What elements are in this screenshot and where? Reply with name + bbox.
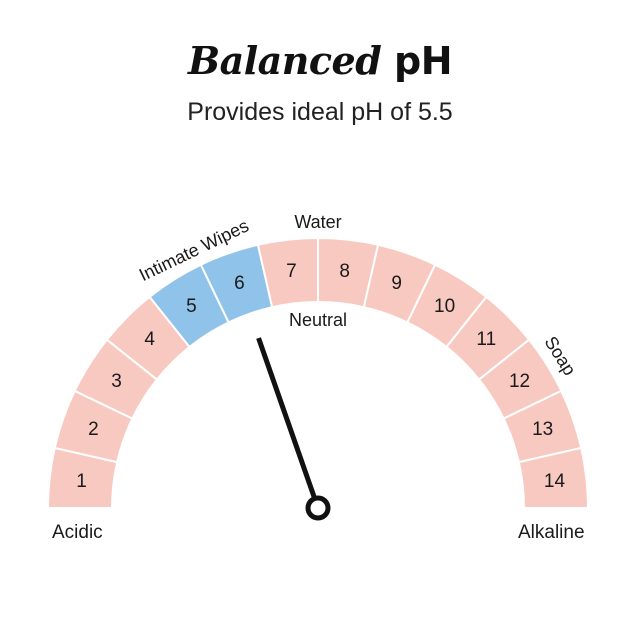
gauge-segment-label: 9	[391, 273, 402, 294]
annotation-neutral: Neutral	[289, 310, 347, 330]
gauge-needle	[256, 337, 331, 521]
gauge-segment-label: 7	[286, 261, 297, 282]
gauge-segment-label: 2	[88, 419, 99, 440]
needle-line	[256, 337, 317, 498]
title-main: Balanced	[187, 38, 382, 83]
alkaline-label: Alkaline	[518, 522, 585, 543]
page-title: Balanced pH	[0, 38, 640, 83]
gauge-segment-label: 6	[234, 273, 245, 294]
gauge-segment-label: 8	[339, 261, 350, 282]
page-subtitle: Provides ideal pH of 5.5	[187, 98, 453, 126]
gauge-segment-label: 1	[76, 471, 87, 492]
gauge-segment-label: 13	[532, 419, 553, 440]
annotation-water: Water	[294, 212, 341, 232]
gauge-segment-label: 4	[144, 329, 155, 350]
gauge-segment-14	[517, 446, 590, 509]
gauge-segment-label: 14	[544, 471, 566, 492]
gauge-segment-label: 5	[186, 296, 197, 317]
title-ph: pH	[394, 39, 453, 83]
gauge-segment-label: 10	[434, 296, 455, 317]
gauge-segment-label: 3	[111, 371, 122, 392]
needle-hub	[305, 495, 331, 521]
gauge-segments	[46, 236, 590, 509]
acidic-label: Acidic	[52, 522, 103, 543]
gauge-segment-label: 11	[476, 329, 496, 350]
gauge-segment-label: 12	[509, 371, 530, 392]
